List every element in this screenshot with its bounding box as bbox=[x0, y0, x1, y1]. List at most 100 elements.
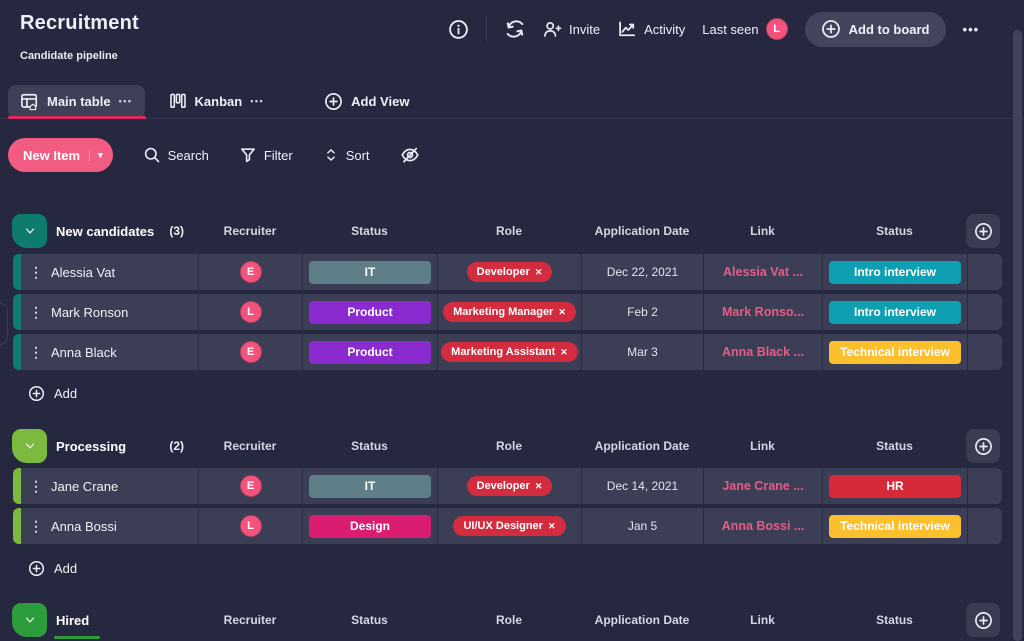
add-column-button[interactable] bbox=[966, 214, 1000, 248]
collapse-group-button[interactable] bbox=[12, 214, 47, 248]
search-button[interactable]: Search bbox=[143, 146, 209, 164]
stage-badge[interactable]: Technical interview bbox=[829, 340, 961, 364]
link-cell[interactable]: Anna Bossi ... bbox=[721, 519, 805, 533]
stage-badge[interactable]: HR bbox=[829, 474, 961, 498]
group-title[interactable]: New candidates bbox=[56, 223, 155, 239]
candidate-name[interactable]: Anna Black bbox=[51, 344, 117, 360]
info-icon[interactable] bbox=[448, 19, 469, 40]
column-header-status2[interactable]: Status bbox=[876, 439, 913, 453]
column-header-application-date[interactable]: Application Date bbox=[594, 613, 690, 627]
column-header-link[interactable]: Link bbox=[750, 224, 775, 238]
column-header-status[interactable]: Status bbox=[351, 439, 388, 453]
column-header-recruiter[interactable]: Recruiter bbox=[223, 439, 277, 453]
filter-button[interactable]: Filter bbox=[239, 146, 293, 164]
hide-columns-button[interactable] bbox=[400, 145, 420, 165]
column-header-link[interactable]: Link bbox=[750, 439, 775, 453]
invite-button[interactable]: Invite bbox=[543, 20, 600, 39]
application-date[interactable]: Dec 22, 2021 bbox=[606, 265, 679, 279]
board-actions: Invite Activity Last seen L Add to board… bbox=[448, 10, 979, 48]
remove-role-icon[interactable]: ✕ bbox=[558, 306, 566, 317]
application-date[interactable]: Dec 14, 2021 bbox=[606, 479, 679, 493]
sync-icon[interactable] bbox=[504, 18, 526, 40]
drag-handle-icon[interactable]: ⋮ bbox=[29, 343, 43, 360]
activity-label: Activity bbox=[644, 21, 686, 37]
remove-role-icon[interactable]: ✕ bbox=[534, 266, 543, 277]
chevron-down-icon[interactable]: ▾ bbox=[89, 149, 103, 161]
application-date[interactable]: Feb 2 bbox=[627, 305, 658, 319]
new-item-button[interactable]: New Item ▾ bbox=[8, 138, 113, 172]
remove-role-icon[interactable]: ✕ bbox=[547, 520, 556, 531]
recruiter-avatar[interactable]: L bbox=[239, 301, 262, 323]
tab-main-table[interactable]: Main table ••• bbox=[8, 84, 145, 118]
role-tag[interactable]: Developer ✕ bbox=[466, 476, 553, 496]
column-header-status2[interactable]: Status bbox=[876, 224, 913, 238]
link-cell[interactable]: Mark Ronso... bbox=[722, 305, 804, 319]
application-date[interactable]: Jan 5 bbox=[627, 519, 658, 533]
column-header-status[interactable]: Status bbox=[351, 224, 388, 238]
collapse-group-button[interactable] bbox=[12, 603, 47, 637]
role-tag[interactable]: Marketing Assistant ✕ bbox=[441, 342, 578, 362]
add-item-button[interactable]: Add bbox=[28, 381, 77, 405]
column-header-status[interactable]: Status bbox=[351, 613, 388, 627]
plus-circle-icon bbox=[324, 92, 343, 111]
group-title[interactable]: Processing bbox=[56, 438, 127, 454]
stage-badge[interactable]: Technical interview bbox=[829, 514, 961, 538]
avatar[interactable]: L bbox=[765, 18, 788, 40]
status-badge[interactable]: IT bbox=[309, 474, 431, 498]
recruiter-avatar[interactable]: L bbox=[239, 515, 262, 537]
role-tag[interactable]: Developer ✕ bbox=[466, 262, 553, 282]
application-date[interactable]: Mar 3 bbox=[627, 345, 658, 359]
candidate-name[interactable]: Mark Ronson bbox=[51, 304, 129, 320]
drag-handle-icon[interactable]: ⋮ bbox=[29, 477, 43, 494]
drag-handle-icon[interactable]: ⋮ bbox=[29, 303, 43, 320]
group-color-bar bbox=[13, 294, 21, 330]
recruiter-avatar[interactable]: E bbox=[239, 341, 262, 363]
add-to-board-button[interactable]: Add to board bbox=[804, 11, 946, 47]
role-tag[interactable]: Marketing Manager ✕ bbox=[443, 302, 576, 322]
add-column-button[interactable] bbox=[966, 603, 1000, 637]
last-seen[interactable]: Last seen L bbox=[702, 18, 788, 40]
recruiter-avatar[interactable]: E bbox=[239, 475, 262, 497]
column-header-application-date[interactable]: Application Date bbox=[594, 439, 690, 453]
column-header-role[interactable]: Role bbox=[495, 613, 522, 627]
panel-handle[interactable] bbox=[0, 303, 8, 345]
column-header-recruiter[interactable]: Recruiter bbox=[223, 224, 277, 238]
column-header-status2[interactable]: Status bbox=[876, 613, 913, 627]
candidate-name[interactable]: Jane Crane bbox=[51, 478, 119, 494]
role-tag[interactable]: UI/UX Designer ✕ bbox=[453, 516, 566, 536]
status-badge[interactable]: Design bbox=[309, 514, 431, 538]
collapse-group-button[interactable] bbox=[12, 429, 47, 463]
sort-button[interactable]: Sort bbox=[323, 146, 370, 164]
stage-badge[interactable]: Intro interview bbox=[829, 260, 961, 284]
column-header-recruiter[interactable]: Recruiter bbox=[223, 613, 277, 627]
status-badge[interactable]: Product bbox=[309, 340, 431, 364]
stage-badge[interactable]: Intro interview bbox=[829, 300, 961, 324]
candidate-name[interactable]: Alessia Vat bbox=[51, 264, 116, 280]
link-cell[interactable]: Alessia Vat ... bbox=[723, 265, 803, 279]
recruiter-avatar[interactable]: E bbox=[239, 261, 262, 283]
add-item-button[interactable]: Add bbox=[28, 556, 77, 580]
active-tab-underline bbox=[8, 116, 146, 119]
tab-options-icon[interactable]: ••• bbox=[118, 96, 133, 106]
column-header-application-date[interactable]: Application Date bbox=[594, 224, 690, 238]
remove-role-icon[interactable]: ✕ bbox=[534, 480, 543, 491]
activity-button[interactable]: Activity bbox=[617, 19, 685, 39]
tab-kanban[interactable]: Kanban ••• bbox=[157, 85, 277, 118]
add-column-button[interactable] bbox=[966, 429, 1000, 463]
tab-options-icon[interactable]: ••• bbox=[250, 96, 265, 106]
column-header-role[interactable]: Role bbox=[495, 439, 522, 453]
link-cell[interactable]: Anna Black ... bbox=[722, 345, 804, 359]
group-title[interactable]: Hired bbox=[56, 612, 90, 628]
add-view-button[interactable]: Add View bbox=[312, 85, 421, 118]
column-header-link[interactable]: Link bbox=[750, 613, 775, 627]
status-badge[interactable]: IT bbox=[309, 260, 431, 284]
column-header-role[interactable]: Role bbox=[495, 224, 522, 238]
drag-handle-icon[interactable]: ⋮ bbox=[29, 263, 43, 280]
board-menu-icon[interactable]: ••• bbox=[962, 21, 980, 37]
candidate-name[interactable]: Anna Bossi bbox=[51, 518, 117, 534]
remove-role-icon[interactable]: ✕ bbox=[560, 346, 568, 357]
status-badge[interactable]: Product bbox=[309, 300, 431, 324]
vertical-scrollbar[interactable] bbox=[1013, 30, 1022, 641]
link-cell[interactable]: Jane Crane ... bbox=[722, 479, 804, 493]
drag-handle-icon[interactable]: ⋮ bbox=[29, 517, 43, 534]
